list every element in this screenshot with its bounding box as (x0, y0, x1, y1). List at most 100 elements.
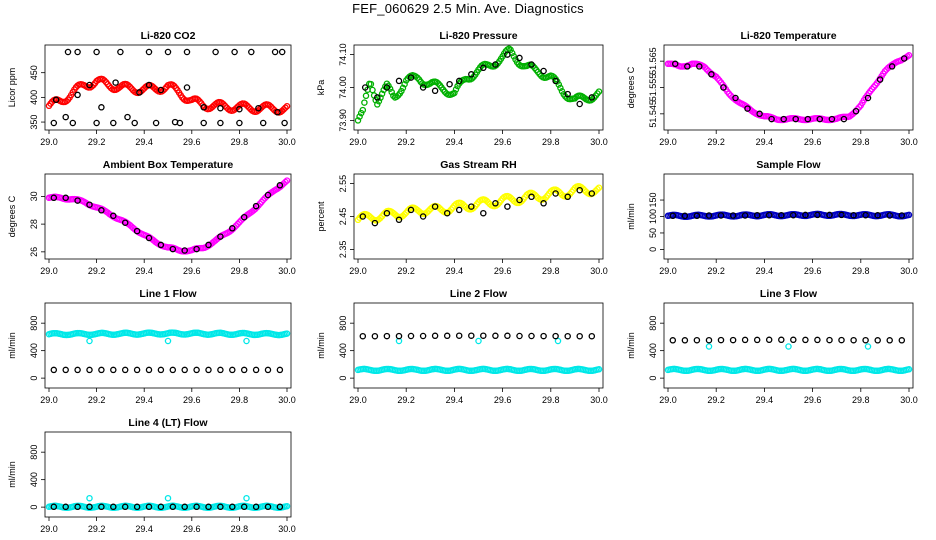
line2-point (475, 337, 482, 345)
ambient-xtick-label: 29.6 (183, 266, 201, 276)
temperature-point (732, 94, 739, 102)
co2-ytick-label: 400 (29, 90, 39, 105)
ambient-point (282, 178, 289, 186)
co2-point (248, 48, 255, 56)
pressure-xtick-label: 29.4 (446, 137, 464, 147)
co2-point (283, 102, 291, 110)
pressure-point (451, 89, 458, 97)
pressure-point (377, 94, 384, 101)
pressure-xtick-label: 29.0 (349, 137, 367, 147)
co2-point (200, 104, 207, 111)
rh-xtick-label: 30.0 (590, 266, 608, 276)
sample-flow-point (790, 211, 797, 219)
pressure-point (375, 97, 383, 105)
co2-point (281, 119, 288, 127)
temperature-point (756, 110, 763, 118)
pressure-point (414, 74, 421, 81)
pressure-point (359, 106, 367, 114)
sample-flow-xtick-label: 29.4 (756, 266, 774, 276)
co2-point (231, 48, 238, 56)
line1-point (98, 366, 105, 374)
line1-ylabel: ml/min (7, 332, 17, 359)
line4-point (145, 503, 153, 511)
line1-point (243, 337, 250, 345)
co2-point (145, 48, 153, 56)
co2-point (176, 119, 184, 127)
line1-point (86, 337, 93, 345)
line1-xtick-label: 30.0 (278, 395, 296, 405)
line1-point (157, 366, 165, 374)
co2-title: Li-820 CO2 (141, 30, 196, 42)
line1-ytick-label: 800 (29, 316, 39, 331)
ambient-point (62, 194, 69, 202)
rh-point (579, 185, 587, 192)
temperature-xtick-label: 29.6 (804, 137, 822, 147)
line4-xtick-label: 29.0 (40, 524, 58, 534)
rh-xtick-label: 29.2 (397, 266, 415, 276)
co2-point (259, 119, 267, 127)
co2-point (183, 84, 191, 91)
pressure-point (576, 100, 583, 108)
temperature-point (905, 52, 913, 59)
line4-point (264, 503, 272, 511)
sample-flow-series-1 (669, 211, 906, 220)
pressure-point (354, 117, 362, 124)
sample-flow-point (681, 212, 689, 220)
pressure-point (557, 84, 564, 92)
pressure-point (388, 88, 395, 96)
rh-point (528, 193, 535, 201)
line1-series-1 (86, 337, 250, 345)
ambient-point (236, 218, 243, 226)
line1-xtick-label: 29.0 (40, 395, 58, 405)
line3-point (717, 336, 725, 344)
line2-ytick-label: 0 (338, 376, 348, 381)
line3-point (905, 366, 913, 373)
ambient-ytick-label: 30 (29, 191, 39, 201)
co2-point (152, 119, 160, 127)
pressure-point (431, 87, 439, 95)
line2-point (554, 337, 562, 345)
line1-series-0 (45, 329, 291, 339)
co2-point (93, 119, 100, 127)
line2-ytick-label: 800 (338, 316, 348, 331)
pressure-point (395, 77, 403, 85)
pressure-point (516, 54, 523, 62)
pressure-xtick-label: 29.2 (397, 137, 415, 147)
line4-series-2 (50, 503, 284, 511)
temperature-point (720, 84, 727, 91)
line2-point (443, 332, 451, 340)
co2-point (274, 108, 281, 116)
pressure-point (362, 92, 370, 100)
line3-xtick-label: 29.6 (804, 395, 822, 405)
rh-frame (353, 173, 604, 260)
pressure-ylabel: kPa (316, 80, 326, 96)
line1-point (252, 366, 260, 374)
co2-ytick-label: 450 (29, 65, 39, 80)
chart-line1: Line 1 Flow ml/min 29.0 29.2 29.4 29.6 29.8 30.… (7, 288, 296, 405)
co2-xtick-label: 29.4 (135, 137, 153, 147)
co2-point (244, 102, 251, 110)
line3-series-0 (664, 365, 913, 375)
co2-point (236, 119, 243, 127)
line4-title: Line 4 (LT) Flow (128, 417, 208, 429)
pressure-point (361, 99, 368, 106)
rh-point (540, 200, 547, 207)
line2-xtick-label: 29.6 (494, 395, 512, 405)
line4-point (276, 503, 284, 511)
temperature-point (876, 76, 884, 83)
line1-point (169, 366, 177, 374)
line2-ytick-label: 400 (338, 343, 348, 358)
pressure-xtick-label: 29.8 (542, 137, 560, 147)
line4-point (157, 503, 165, 511)
sample-flow-title: Sample Flow (756, 159, 821, 171)
co2-point (212, 48, 219, 56)
sample-flow-point (850, 211, 857, 219)
ambient-point (169, 245, 177, 253)
line1-point (276, 366, 284, 374)
temperature-xtick-label: 29.0 (659, 137, 677, 147)
line1-point (217, 366, 224, 374)
line3-series-2 (669, 336, 906, 344)
line3-point (802, 336, 809, 344)
co2-point (217, 104, 224, 112)
line3-point (741, 336, 749, 344)
